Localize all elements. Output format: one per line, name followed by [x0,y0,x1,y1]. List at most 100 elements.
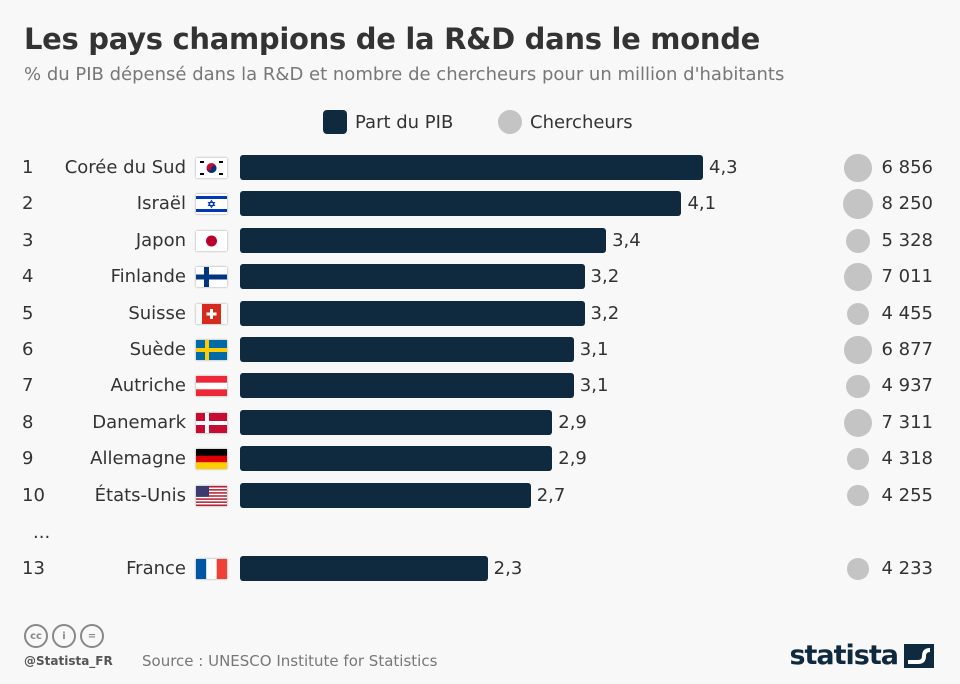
researchers-circle [844,336,872,364]
chart-row: 3 Japon 3,4 5 328 [0,226,960,256]
bar-value-label: 2,7 [536,484,566,506]
country-label: Autriche [110,375,186,397]
chart-subtitle: % du PIB dépensé dans la R&D et nombre d… [24,64,785,85]
rank: 13 [22,558,45,579]
bar-value-label: 3,1 [579,375,609,397]
researchers-circle [843,189,873,220]
researchers-value-label: 7 011 [881,266,933,288]
flag-de-icon [196,449,227,470]
flag-ch-icon [196,303,227,324]
chart-title: Les pays champions de la R&D dans le mon… [24,22,761,56]
flag-il-icon [196,194,227,215]
bar-pib [240,373,574,399]
bar-pib [240,227,607,253]
country-label: États-Unis [94,484,186,506]
legend-label: Chercheurs [530,111,633,133]
ellipsis: ... [33,522,51,543]
researchers-circle [847,448,869,471]
researchers-value-label: 8 250 [881,193,933,215]
researchers-value-label: 6 856 [881,157,933,178]
no-derivatives-icon: = [80,624,104,648]
statista-logo-icon [904,643,934,668]
bar-value-label: 3,2 [590,302,620,324]
country-label: Finlande [110,266,186,288]
bar-pib [240,155,703,180]
license-icons: cc i = [24,624,104,648]
country-label: Suède [129,339,186,360]
legend-circle-icon [498,110,522,134]
researchers-value-label: 6 877 [881,339,933,360]
chart-row: 7 Autriche 3,1 4 937 [0,371,960,401]
country-label: Japon [135,229,186,251]
chart-row: 4 Finlande 3,2 7 011 [0,262,960,292]
chart-row: 6 Suède 3,1 6 877 [0,335,960,365]
legend-item-pib: Part du PIB [323,110,453,134]
rank: 8 [22,411,34,433]
country-label: Danemark [92,411,186,433]
bar-pib [240,264,585,290]
bar-value-label: 2,3 [493,558,523,579]
rank: 6 [22,339,34,360]
cc-icon: cc [24,624,48,648]
rank: 1 [22,157,34,178]
researchers-value-label: 4 318 [881,448,933,470]
bar-value-label: 2,9 [558,411,587,433]
legend-item-researchers: Chercheurs [498,110,633,134]
bar-value-label: 3,1 [579,339,609,360]
rank: 7 [22,375,34,397]
flag-kr-icon [196,158,227,178]
researchers-circle [846,302,869,325]
researchers-circle [844,263,872,291]
bar-value-label: 3,2 [590,266,620,288]
flag-fi-icon [196,267,227,288]
rank: 2 [22,193,34,215]
flag-dk-icon [196,412,227,433]
rank: 9 [22,448,34,470]
bar-value-label: 2,9 [558,448,587,470]
bar-pib [240,446,553,472]
rank: 10 [22,484,45,506]
country-label: Israël [136,193,186,215]
legend-label: Part du PIB [355,111,454,133]
country-label: Allemagne [90,448,186,470]
flag-fr-icon [196,559,227,579]
chart-row: 8 Danemark 2,9 7 311 [0,408,960,438]
researchers-circle [847,484,869,507]
country-label: Corée du Sud [64,157,186,178]
bar-pib [240,191,682,217]
flag-jp-icon [196,230,227,251]
bar-pib [240,337,574,362]
chart-row: 9 Allemagne 2,9 4 318 [0,444,960,474]
researchers-value-label: 4 233 [881,558,933,579]
attribution-icon: i [52,624,76,648]
chart-row: 13 France 2,3 4 233 [0,554,960,584]
bar-value-label: 4,1 [687,193,717,215]
statista-logo: statista [789,640,934,671]
bar-pib [240,300,585,326]
chart-row: 1 Corée du Sud 4,3 6 856 [0,153,960,183]
researchers-circle [847,558,869,580]
researchers-value-label: 7 311 [881,411,933,433]
researchers-value-label: 4 455 [881,302,933,324]
researchers-circle [843,408,873,437]
country-label: Suisse [128,302,186,324]
rank: 3 [22,229,34,251]
rank: 4 [22,266,34,288]
bar-pib [240,482,531,508]
flag-at-icon [196,376,227,397]
researchers-circle [846,374,870,398]
flag-us-icon [196,485,227,506]
legend-square-icon [323,110,347,134]
bar-pib [240,556,488,581]
chart-row: 5 Suisse 3,2 4 455 [0,299,960,329]
twitter-handle: @Statista_FR [24,654,113,668]
source: Source : UNESCO Institute for Statistics [142,652,438,670]
researchers-value-label: 4 255 [881,484,933,506]
bar-pib [240,409,553,435]
researchers-circle [845,228,871,253]
chart-row: 2 Israël 4,1 8 250 [0,189,960,220]
country-label: France [126,558,186,579]
bar-value-label: 3,4 [612,229,641,251]
flag-se-icon [196,340,227,360]
